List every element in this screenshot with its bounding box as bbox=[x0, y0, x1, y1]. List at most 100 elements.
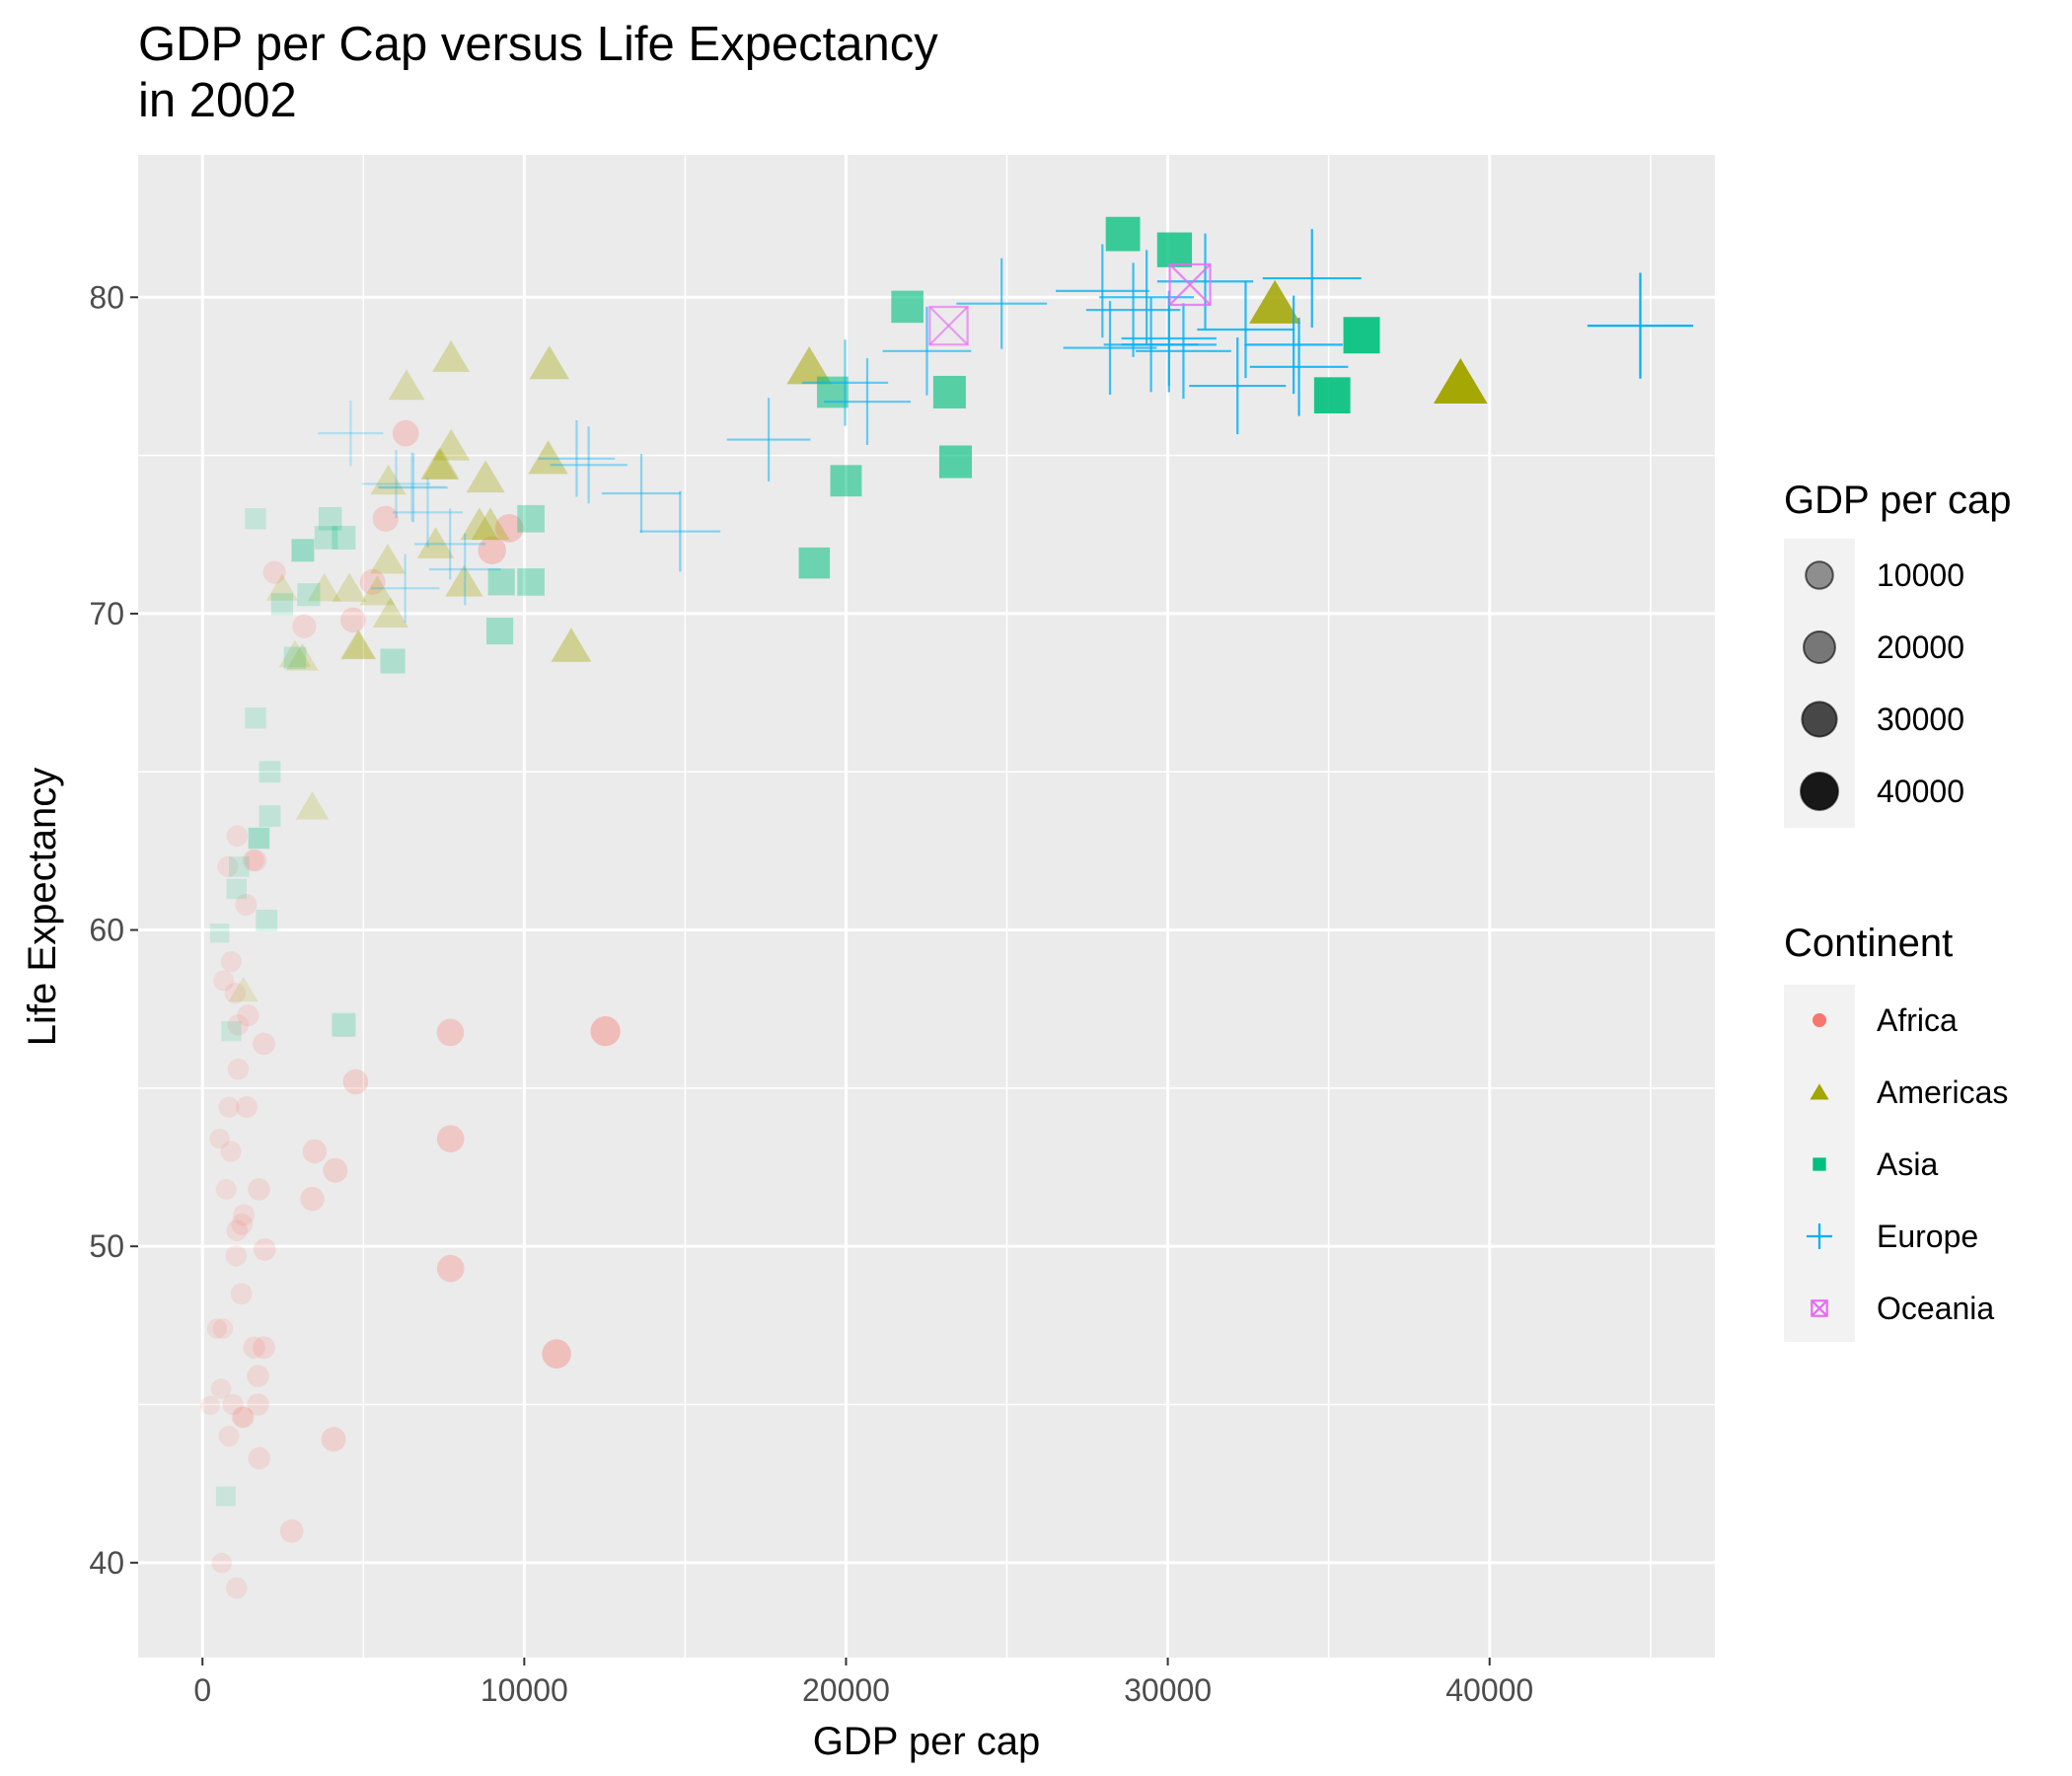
point-oceania-d2 bbox=[1168, 263, 1212, 306]
point-asia bbox=[1105, 216, 1141, 252]
point-africa bbox=[227, 1013, 250, 1036]
y-tick-label: 50 bbox=[89, 1228, 124, 1264]
point-africa bbox=[200, 1395, 220, 1416]
point-africa bbox=[243, 1336, 265, 1359]
point-europe bbox=[1197, 280, 1295, 379]
x-tick-label: 20000 bbox=[802, 1672, 890, 1708]
point-americas bbox=[466, 460, 505, 493]
point-africa bbox=[209, 1128, 230, 1149]
point-americas bbox=[369, 543, 407, 574]
point-europe bbox=[1189, 337, 1287, 435]
point-africa bbox=[590, 1015, 621, 1047]
size-legend-title: GDP per cap bbox=[1784, 479, 2012, 522]
chart-title-line2: in 2002 bbox=[138, 74, 297, 127]
point-asia bbox=[291, 539, 315, 562]
x-axis: 0 10000 20000 30000 40000 bbox=[193, 1658, 1533, 1708]
size-legend: 10000 20000 30000 40000 bbox=[1800, 557, 1964, 811]
size-legend-key bbox=[1805, 560, 1834, 590]
point-americas bbox=[416, 527, 455, 558]
point-europe bbox=[538, 419, 616, 497]
plot-panel bbox=[138, 155, 1715, 1658]
color-legend-key-americas bbox=[1810, 1083, 1829, 1100]
point-africa bbox=[226, 825, 249, 848]
point-asia bbox=[932, 375, 966, 408]
size-legend-key bbox=[1803, 630, 1836, 664]
point-africa bbox=[478, 536, 506, 565]
point-africa bbox=[225, 1577, 248, 1599]
point-americas bbox=[1248, 279, 1301, 324]
point-africa bbox=[231, 1213, 254, 1235]
point-asia bbox=[245, 508, 266, 530]
point-africa bbox=[231, 1406, 254, 1429]
point-americas bbox=[528, 440, 568, 475]
point-africa bbox=[247, 1393, 269, 1416]
point-americas bbox=[551, 628, 592, 662]
point-asia bbox=[332, 1012, 356, 1037]
data-points bbox=[200, 216, 1694, 1599]
y-tick-label: 80 bbox=[89, 279, 124, 315]
point-africa bbox=[253, 1032, 275, 1056]
size-legend-key bbox=[1801, 701, 1838, 738]
point-americas bbox=[228, 976, 259, 1002]
point-americas bbox=[460, 507, 499, 541]
point-africa bbox=[302, 1139, 328, 1164]
point-asia bbox=[798, 547, 831, 579]
point-europe bbox=[801, 339, 889, 426]
point-europe bbox=[601, 453, 682, 534]
color-legend-label: Asia bbox=[1877, 1147, 1938, 1182]
point-oceania-box bbox=[1168, 262, 1212, 307]
y-tick-label: 70 bbox=[89, 596, 124, 631]
x-tick-label: 10000 bbox=[481, 1672, 568, 1708]
y-axis-title: Life Expectancy bbox=[21, 768, 64, 1046]
point-africa bbox=[321, 1427, 346, 1452]
point-americas bbox=[421, 448, 460, 480]
point-asia bbox=[517, 504, 545, 533]
point-americas bbox=[529, 345, 569, 380]
point-europe bbox=[639, 490, 721, 572]
point-africa bbox=[230, 1283, 253, 1305]
point-asia bbox=[259, 805, 281, 828]
point-africa bbox=[359, 568, 386, 595]
point-asia bbox=[215, 1486, 236, 1507]
point-asia bbox=[1156, 232, 1193, 267]
point-europe bbox=[956, 258, 1048, 349]
point-africa bbox=[494, 513, 524, 543]
point-americas bbox=[432, 428, 471, 461]
point-africa bbox=[292, 614, 317, 638]
color-legend-key-europe bbox=[1807, 1223, 1832, 1249]
point-europe bbox=[1156, 233, 1254, 330]
size-legend-label: 20000 bbox=[1877, 629, 1964, 665]
point-africa bbox=[235, 1096, 259, 1119]
point-europe bbox=[1587, 272, 1694, 379]
point-europe bbox=[370, 554, 440, 624]
point-africa bbox=[237, 1004, 259, 1027]
color-legend-key-africa bbox=[1813, 1013, 1826, 1027]
point-oceania-box bbox=[928, 305, 969, 346]
y-tick-label: 40 bbox=[89, 1545, 124, 1581]
point-africa bbox=[222, 1393, 244, 1416]
color-legend: Africa Americas Asia Europe Oceania bbox=[1807, 1002, 2008, 1326]
point-africa bbox=[342, 1069, 369, 1095]
color-legend-key-oceania-d2 bbox=[1811, 1299, 1828, 1317]
point-africa bbox=[225, 1245, 248, 1267]
point-africa bbox=[232, 1406, 255, 1429]
point-africa bbox=[247, 1365, 269, 1387]
point-asia bbox=[486, 617, 514, 645]
x-tick-label: 30000 bbox=[1124, 1672, 1212, 1708]
point-asia bbox=[249, 827, 270, 850]
point-africa bbox=[215, 1178, 237, 1200]
point-americas bbox=[307, 572, 341, 602]
point-africa bbox=[244, 849, 267, 872]
point-americas bbox=[445, 564, 483, 597]
point-asia bbox=[891, 290, 924, 324]
point-americas bbox=[359, 575, 396, 606]
point-africa bbox=[262, 560, 286, 584]
grid-major bbox=[138, 155, 1715, 1658]
point-africa bbox=[213, 970, 235, 992]
point-americas bbox=[432, 339, 471, 372]
point-asia bbox=[314, 526, 338, 550]
point-africa bbox=[436, 1125, 465, 1152]
color-legend-label: Africa bbox=[1877, 1002, 1958, 1038]
color-legend-key-asia bbox=[1813, 1157, 1826, 1171]
point-asia bbox=[297, 583, 321, 607]
